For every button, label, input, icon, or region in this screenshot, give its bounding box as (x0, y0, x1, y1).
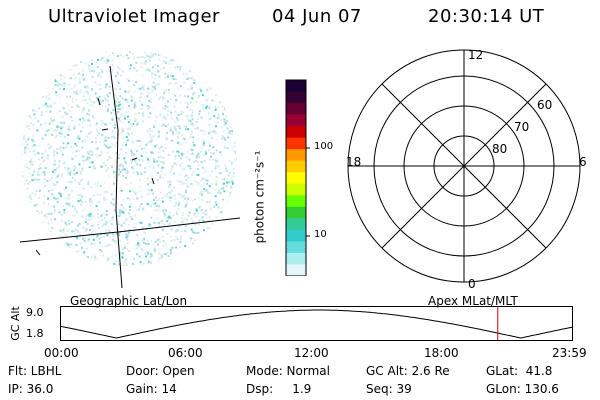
orbit-ytick-top: 9.0 (26, 306, 44, 319)
coast-segment (35, 97, 155, 256)
mlt-18-label: 18 (346, 155, 362, 169)
colorbar-band (286, 252, 306, 265)
mlt-6-label: 6 (579, 155, 587, 169)
mlat-60-label: 60 (537, 98, 553, 112)
colorbar-band (286, 218, 306, 231)
info-filter: Flt: LBHL (8, 364, 62, 378)
colorbar-band (286, 160, 306, 173)
orbit-xtick-1: 06:00 (168, 346, 203, 360)
colorbar-band (286, 137, 306, 150)
mlt-0-label: 0 (468, 277, 476, 291)
apex-caption: Apex MLat/MLT (428, 294, 518, 308)
polar-plot (347, 49, 581, 283)
colorbar-band (286, 80, 306, 93)
info-gain: Gain: 14 (126, 382, 177, 396)
orbit-xtick-4: 23:59 (552, 346, 587, 360)
colorbar-band (286, 264, 306, 276)
mlat-70-label: 70 (514, 120, 530, 134)
colorbar-band (286, 149, 306, 162)
info-ip: IP: 36.0 (8, 382, 54, 396)
info-dsp: Dsp: 1.9 (246, 382, 312, 396)
orbit-altitude-plot (60, 306, 573, 341)
colorbar-unit-label: photon cm⁻²s⁻¹ (252, 150, 267, 244)
colorbar-band (286, 114, 306, 127)
colorbar-band (286, 103, 306, 116)
instrument-title: Ultraviolet Imager (48, 6, 220, 27)
info-seq: Seq: 39 (366, 382, 412, 396)
colorbar-tick-100: 100 (314, 141, 334, 152)
info-glat: GLat: 41.8 (486, 364, 553, 378)
mlat-80-label: 80 (492, 142, 508, 156)
orbit-xtick-3: 18:00 (424, 346, 459, 360)
info-mode: Mode: Normal (246, 364, 330, 378)
colorbar-band (286, 195, 306, 208)
info-glon: GLon: 130.6 (486, 382, 559, 396)
geographic-image (19, 50, 241, 289)
longitude-line (109, 65, 123, 289)
colorbar-band (286, 126, 306, 139)
orbit-xtick-2: 12:00 (294, 346, 329, 360)
colorbar-band (286, 241, 306, 254)
colorbar-band (286, 183, 306, 196)
mlt-12-label: 12 (468, 48, 484, 62)
info-gc-alt: GC Alt: 2.6 Re (366, 364, 450, 378)
time-label: 20:30:14 UT (428, 6, 545, 27)
orbit-ytick-bottom: 1.8 (26, 327, 44, 340)
colorbar-band (286, 172, 306, 185)
orbit-ylabel: GC Alt (8, 306, 22, 341)
info-door: Door: Open (126, 364, 195, 378)
altitude-curve (60, 309, 573, 339)
colorbar (285, 79, 310, 276)
colorbar-tick-10: 10 (314, 229, 327, 240)
latitude-line (19, 217, 241, 243)
orbit-xtick-0: 00:00 (44, 346, 79, 360)
date-label: 04 Jun 07 (272, 6, 362, 27)
colorbar-band (286, 91, 306, 104)
colorbar-band (286, 229, 306, 242)
geographic-caption: Geographic Lat/Lon (70, 294, 188, 308)
colorbar-band (286, 206, 306, 219)
